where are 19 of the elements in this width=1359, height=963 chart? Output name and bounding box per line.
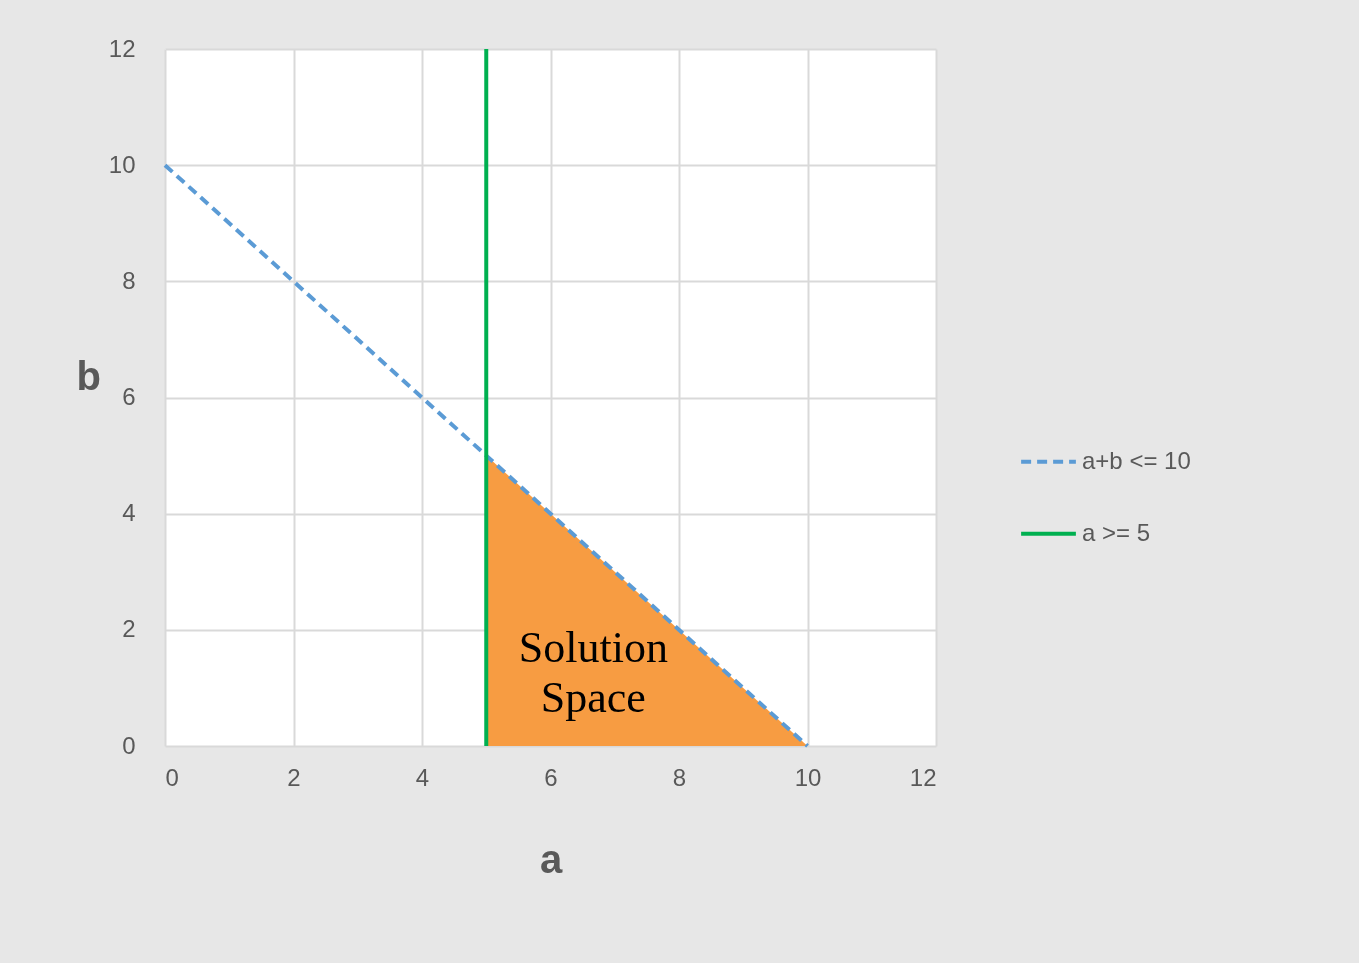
x-tick-label: 10 xyxy=(794,763,822,791)
y-tick-label: 2 xyxy=(122,615,136,643)
y-tick-label: 8 xyxy=(122,266,136,294)
y-tick-label: 0 xyxy=(122,731,136,759)
y-tick-label: 4 xyxy=(122,499,136,527)
x-tick-label: 4 xyxy=(415,763,430,791)
x-tick-label: 12 xyxy=(909,763,937,791)
y-axis-title: b xyxy=(76,354,102,398)
x-tick-label: 8 xyxy=(672,763,687,791)
y-tick-label: 10 xyxy=(108,150,136,178)
legend-label: a+b <= 10 xyxy=(1082,446,1191,474)
x-axis-title: a xyxy=(539,836,563,881)
x-tick-label: 6 xyxy=(544,763,558,791)
x-tick-label: 0 xyxy=(165,763,179,791)
y-tick-label: 12 xyxy=(108,34,136,62)
legend-label: a >= 5 xyxy=(1082,518,1151,546)
y-tick-label: 6 xyxy=(122,383,136,410)
annotation: Solution Space xyxy=(518,623,668,723)
x-tick-label: 2 xyxy=(287,763,301,791)
